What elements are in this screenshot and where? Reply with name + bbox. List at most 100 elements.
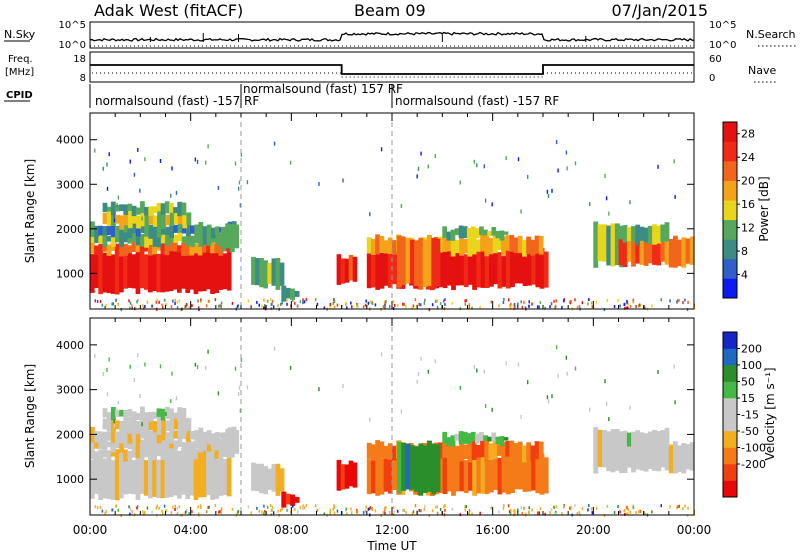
velocity-cell	[135, 429, 141, 443]
velocity-speckle	[111, 508, 113, 512]
power-cell	[115, 214, 120, 224]
velocity-speckle	[117, 400, 120, 405]
velocity-cell	[491, 432, 497, 442]
velocity-speckle	[468, 509, 471, 513]
power-speckle	[356, 304, 358, 308]
power-cell	[144, 206, 149, 216]
velocity-colorbar: 200 100 50 15 -15 -50 -100 -200	[722, 331, 766, 498]
velocity-cell	[530, 445, 536, 462]
power-speckle	[141, 216, 143, 221]
velocity-colorbar-segment	[723, 365, 737, 382]
velocity-speckle	[116, 408, 118, 413]
velocity-cell	[148, 411, 154, 422]
power-cell	[181, 253, 186, 289]
velocity-speckle	[271, 505, 274, 509]
power-cell	[123, 224, 129, 233]
power-speckle	[555, 140, 558, 145]
velocity-speckle	[163, 504, 166, 508]
velocity-cell	[157, 416, 162, 436]
power-cell	[503, 231, 509, 235]
velocity-cell	[647, 445, 653, 469]
power-cell	[202, 226, 208, 234]
power-cell	[647, 239, 653, 264]
velocity-speckle	[388, 511, 391, 514]
power-speckle	[205, 160, 207, 165]
power-cell	[206, 231, 212, 246]
velocity-speckle	[605, 401, 608, 406]
power-speckle	[544, 306, 546, 310]
velocity-cell	[206, 457, 211, 496]
power-speckle	[467, 306, 470, 310]
velocity-speckle	[414, 504, 417, 508]
velocity-speckle	[539, 507, 542, 511]
power-cell	[152, 242, 157, 255]
velocity-speckle	[431, 509, 434, 513]
power-speckle	[196, 159, 199, 164]
power-cell	[164, 243, 170, 256]
power-cell	[414, 240, 419, 286]
velocity-cell	[127, 428, 133, 444]
velocity-cell	[106, 456, 112, 499]
velocity-cell	[164, 448, 170, 461]
power-speckle	[185, 303, 188, 306]
velocity-speckle	[590, 507, 593, 511]
velocity-speckle	[591, 511, 593, 515]
power-speckle	[369, 212, 371, 217]
velocity-cell	[488, 443, 494, 460]
power-cell	[160, 253, 166, 293]
velocity-speckle	[382, 511, 385, 514]
power-cell	[271, 258, 277, 286]
power-cell	[119, 231, 124, 248]
velocity-speckle	[427, 369, 429, 374]
power-speckle	[436, 305, 439, 309]
power-speckle	[651, 304, 653, 308]
velocity-cell	[201, 457, 207, 498]
velocity-cell	[401, 443, 407, 491]
power-cell	[471, 234, 477, 255]
velocity-speckle	[638, 509, 641, 513]
velocity-cell	[475, 433, 480, 444]
power-speckle	[524, 306, 527, 310]
power-cell	[169, 210, 175, 227]
velocity-cell	[427, 440, 432, 492]
velocity-cell	[509, 440, 515, 458]
velocity-cell	[479, 432, 484, 441]
velocity-cell	[168, 447, 174, 457]
velocity-cell	[414, 446, 419, 492]
beam-title: Beam 09	[354, 1, 426, 20]
power-speckle	[608, 211, 610, 216]
velocity-cell	[459, 457, 465, 492]
power-cell	[185, 249, 190, 293]
power-cell	[157, 211, 162, 230]
velocity-speckle	[367, 507, 370, 511]
power-cell	[387, 237, 393, 255]
freq-tick-top: 18	[73, 54, 86, 65]
power-cell	[123, 204, 129, 215]
power-cell	[123, 253, 128, 289]
velocity-speckle	[297, 510, 299, 514]
velocity-speckle	[632, 506, 635, 510]
power-speckle	[292, 298, 294, 302]
velocity-speckle	[673, 364, 675, 369]
power-cell	[639, 226, 645, 241]
power-cell	[392, 248, 397, 285]
velocity-cell	[94, 454, 99, 494]
velocity-cell	[643, 433, 649, 449]
power-cell	[185, 221, 191, 236]
power-speckle	[144, 305, 146, 308]
velocity-cell	[131, 411, 137, 422]
power-speckle	[108, 152, 110, 157]
power-cell	[190, 225, 195, 234]
power-speckle	[464, 302, 467, 306]
velocity-speckle	[574, 504, 576, 508]
power-x-ticks	[89, 113, 695, 309]
power-cell	[685, 238, 691, 264]
velocity-speckle	[527, 380, 529, 385]
velocity-cell	[484, 440, 490, 462]
power-speckle	[412, 304, 415, 308]
cpid-label: CPID	[6, 90, 33, 101]
velocity-cell	[185, 454, 190, 499]
power-cell	[144, 213, 150, 230]
velocity-cell	[127, 441, 133, 450]
velocity-cell	[165, 438, 170, 453]
